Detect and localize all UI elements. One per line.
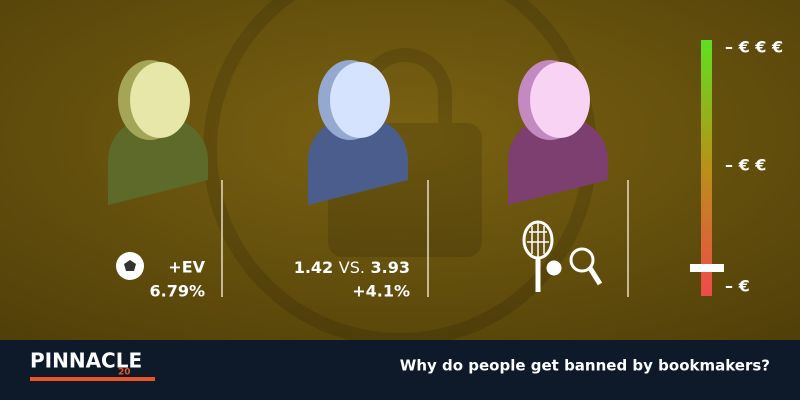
odds-compare: 1.42 VS. 3.93 <box>294 258 410 277</box>
scale-mid: – € € <box>725 156 766 175</box>
logo: PINNACLE <box>30 349 142 373</box>
odds-high: 3.93 <box>371 258 410 277</box>
scale-high: – € € € <box>725 38 783 57</box>
separators <box>221 180 629 297</box>
logo-underline <box>30 377 155 381</box>
ev-label: +EV <box>168 258 205 277</box>
person-blue <box>308 60 408 205</box>
odds-low: 1.42 <box>294 258 333 277</box>
ev-value: 6.79% <box>149 282 205 301</box>
football-icon <box>116 252 144 280</box>
money-scale <box>701 40 712 296</box>
person-pink <box>508 60 608 205</box>
tennis-search-icons <box>522 220 603 292</box>
footer-title: Why do people get banned by bookmakers? <box>400 357 770 375</box>
logo-badge: 20 <box>118 368 131 378</box>
scale-marker <box>690 264 724 272</box>
footer-bar <box>0 340 800 400</box>
person-green <box>108 60 208 205</box>
versus: VS. <box>339 258 365 277</box>
scale-low: – € <box>725 277 750 296</box>
odds-change: +4.1% <box>352 282 410 301</box>
